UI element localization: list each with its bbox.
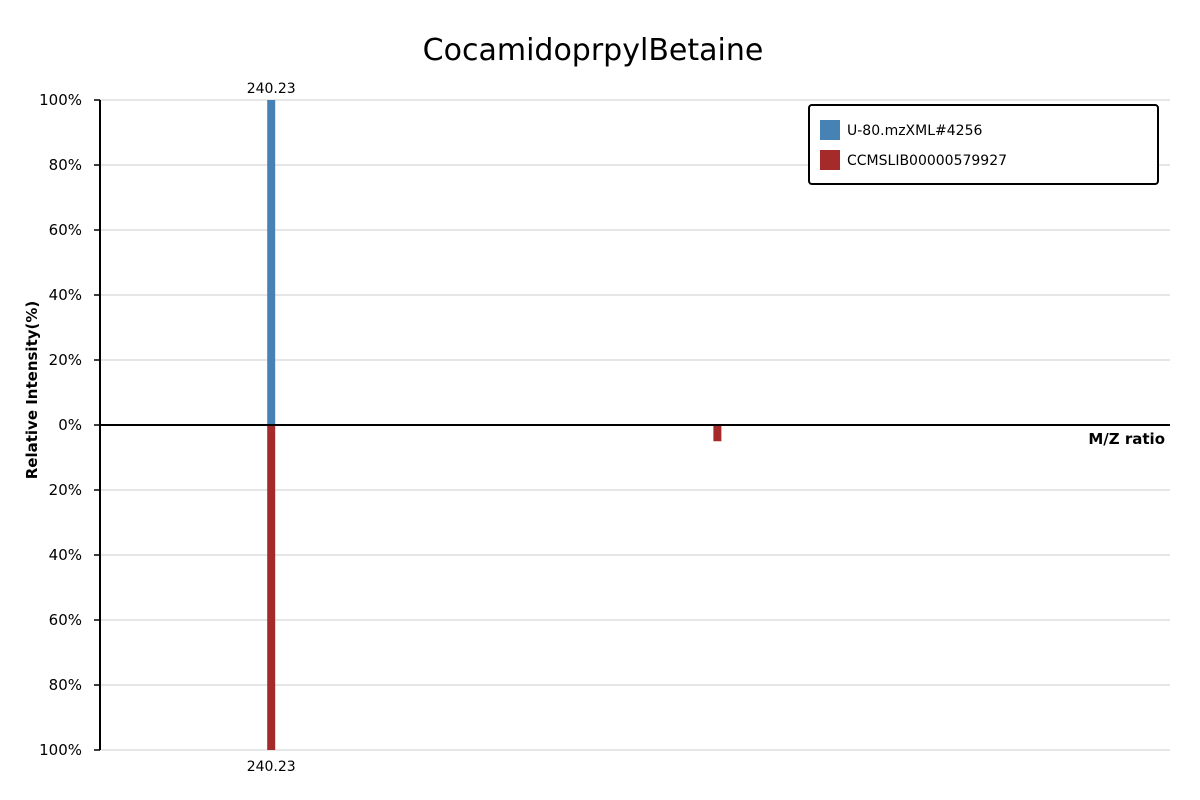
legend-label-0: U-80.mzXML#4256 (847, 123, 982, 139)
y-tick-label-2: 60% (49, 221, 82, 239)
y-tick-label-8: 60% (49, 611, 82, 629)
y-tick-label-3: 40% (49, 286, 82, 304)
legend-label-1: CCMSLIB00000579927 (847, 153, 1007, 169)
grid-layer (100, 99, 1170, 751)
peak-label-up-0: 240.23 (247, 81, 296, 97)
y-tick-label-4: 20% (49, 351, 82, 369)
y-tick-label-9: 80% (49, 676, 82, 694)
legend: U-80.mzXML#4256 CCMSLIB00000579927 (808, 104, 1159, 185)
legend-swatch-0 (820, 120, 840, 140)
chart-title: CocamidoprpylBetaine (423, 33, 764, 68)
y-tick-label-10: 100% (39, 741, 82, 759)
y-tick-label-1: 80% (49, 156, 82, 174)
tick-layer: 100% 80% 60% 40% 20% 0% 20% 40% 60% 80% 100% (39, 91, 100, 759)
bar-layer (267, 100, 722, 750)
peak-label-down-0: 240.23 (247, 759, 296, 775)
y-tick-label-6: 20% (49, 481, 82, 499)
legend-items: U-80.mzXML#4256 CCMSLIB00000579927 (820, 120, 1007, 170)
peak-label-layer: 240.23 240.23 (247, 81, 296, 775)
y-axis-label: Relative Intensity(%) (23, 301, 41, 480)
legend-swatch-1 (820, 150, 840, 170)
x-axis-label: M/Z ratio (1088, 430, 1165, 448)
y-tick-label-7: 40% (49, 546, 82, 564)
bar-down-1 (713, 425, 722, 442)
y-tick-label-0: 100% (39, 91, 82, 109)
y-tick-label-5: 0% (58, 416, 82, 434)
legend-box (808, 104, 1159, 185)
bar-down-0 (267, 425, 276, 750)
bar-up-0 (267, 100, 276, 425)
axis-layer (99, 100, 1170, 750)
